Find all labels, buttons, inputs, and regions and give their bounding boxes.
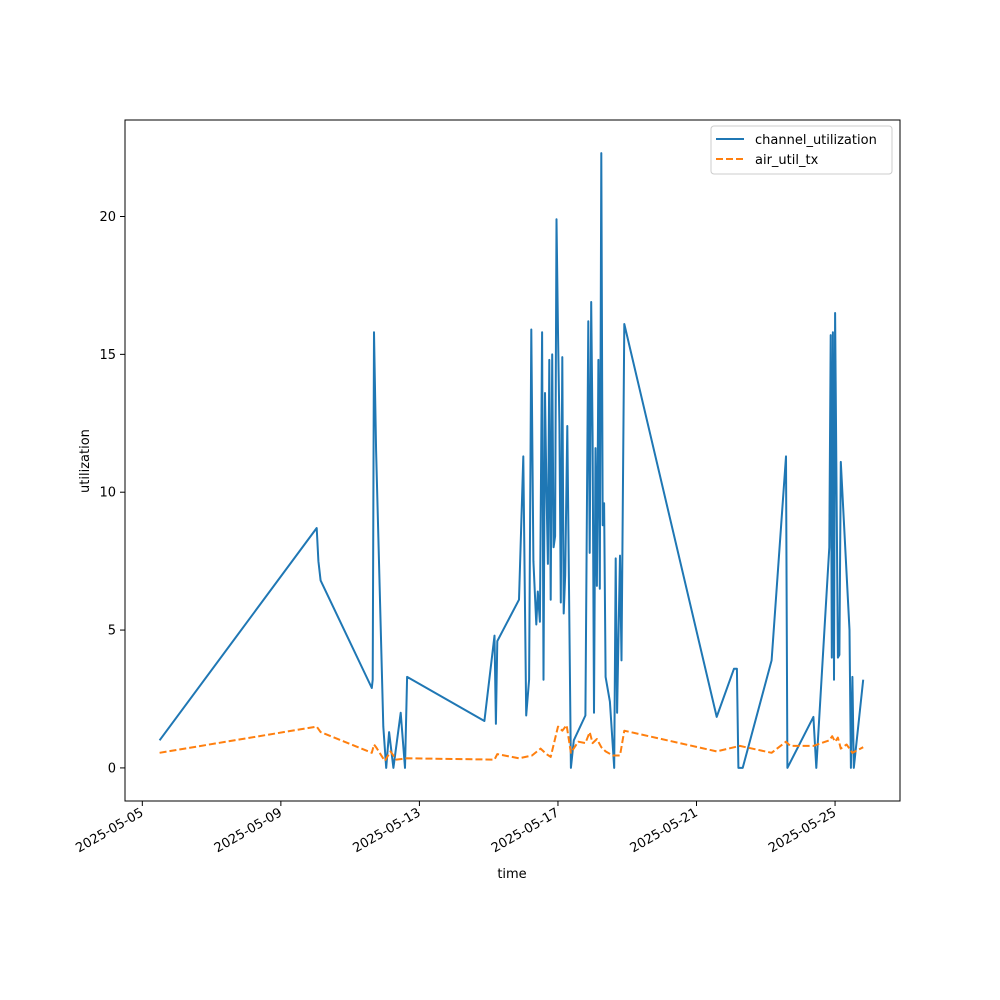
y-tick-label: 20 bbox=[99, 210, 116, 225]
legend: channel_utilization air_util_tx bbox=[710, 125, 893, 175]
series-line-channel-utilization bbox=[158, 152, 865, 769]
x-axis-title: time bbox=[497, 867, 526, 882]
y-tick-label: 0 bbox=[108, 761, 116, 776]
y-tick-label: 10 bbox=[99, 486, 116, 501]
legend-box bbox=[710, 125, 893, 175]
legend-label: channel_utilization bbox=[755, 133, 877, 148]
axes-frame bbox=[124, 119, 901, 802]
y-tick-label: 5 bbox=[108, 624, 116, 639]
legend-label: air_util_tx bbox=[755, 153, 819, 168]
y-axis: 0 5 10 15 20 bbox=[99, 210, 125, 776]
y-tick-label: 15 bbox=[99, 348, 116, 363]
y-axis-title: utilization bbox=[78, 429, 93, 493]
series-line-air-util-tx bbox=[159, 724, 864, 762]
plot-area bbox=[158, 152, 865, 769]
